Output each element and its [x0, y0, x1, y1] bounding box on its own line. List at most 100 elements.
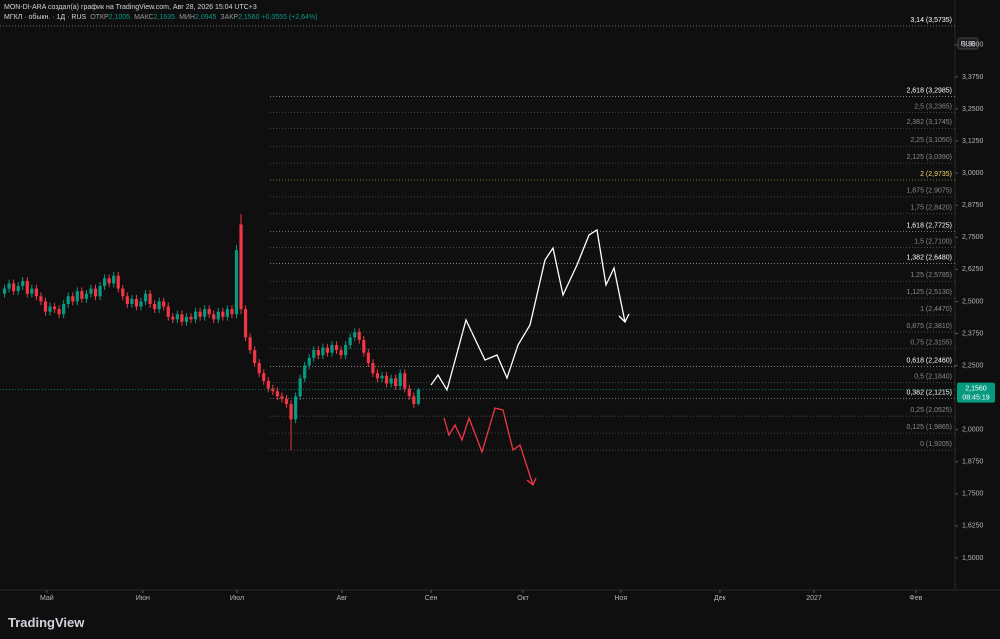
candle-body: [98, 286, 102, 297]
candle-body: [153, 303, 157, 310]
credit: MON-DI-ARA создал(а) график на TradingVi…: [4, 4, 257, 11]
y-tick-label: 2,7500: [962, 234, 984, 241]
y-tick-label: 2,5000: [962, 298, 984, 305]
candle-body: [225, 309, 229, 317]
change: +0,0555 (+2,64%): [261, 14, 318, 21]
candle-body: [7, 283, 11, 289]
fib-label: 0,5 (2,1840): [914, 373, 952, 380]
candle-body: [52, 306, 57, 310]
fib-label: 0,25 (2,0525): [910, 407, 952, 414]
x-tick-label: Фев: [909, 595, 922, 602]
candle-body: [339, 350, 343, 356]
candle-body: [407, 388, 411, 397]
candle-body: [43, 301, 48, 312]
candle-body: [380, 375, 384, 379]
field-label: МИН: [179, 14, 195, 21]
y-tick-label: 2,8750: [962, 202, 984, 209]
y-tick-label: 1,7500: [962, 491, 984, 498]
y-tick-label: 1,6250: [962, 523, 984, 530]
candle-body: [353, 332, 357, 338]
candle-body: [325, 347, 330, 353]
candle-body: [330, 345, 334, 353]
chart: RUB 3,5000 3,3750 3,2500 3,1250 3,0000 2,8750…: [0, 0, 1000, 602]
x-tick-label: Май: [40, 594, 54, 602]
currency-box[interactable]: [957, 37, 979, 50]
currency: RUB: [961, 41, 976, 48]
y-tick-label: 1,8750: [962, 459, 984, 466]
candle-body: [207, 309, 211, 315]
candle-body: [257, 362, 261, 374]
candle-body: [298, 378, 302, 397]
field-value: 2,1560: [238, 14, 260, 21]
y-tick-label: 2,2500: [962, 362, 984, 369]
candle-body: [134, 298, 139, 307]
candle-body: [212, 314, 216, 320]
candle-body: [89, 288, 93, 294]
candle-body: [216, 311, 220, 320]
candle-body: [198, 311, 202, 317]
candle-body: [280, 396, 284, 399]
fib-label: 3,14 (3,5735): [910, 17, 952, 24]
x-tick-label: Окт: [517, 595, 530, 602]
x-tick-label: Июн: [136, 595, 150, 602]
field-value: 2,1005: [108, 14, 131, 21]
candle-body: [293, 396, 298, 420]
field-value: 2,0945: [194, 14, 217, 21]
candle-body: [166, 306, 170, 317]
candle-body: [30, 288, 34, 294]
fib-label: 1 (2,4470): [920, 306, 952, 313]
fib-label: 1,25 (2,5785): [910, 272, 952, 279]
y-tick-label: 3,2500: [962, 106, 984, 113]
fib-label: 1,382 (2,6480): [906, 254, 952, 261]
candle-body: [143, 293, 148, 302]
symbol[interactable]: МГКЛ · обыкн. · 1Д · RUS: [4, 14, 87, 21]
candle-body: [334, 345, 339, 351]
candle-body: [162, 301, 166, 307]
candle-body: [34, 288, 38, 297]
candle-body: [71, 296, 75, 302]
fib-label: 1,125 (2,5130): [906, 289, 952, 296]
candle-body: [348, 337, 352, 346]
candle-body: [221, 311, 225, 317]
fib-label: 0,75 (2,3155): [910, 340, 952, 347]
fib-label: 2,618 (3,2985): [906, 87, 952, 94]
countdown: 08:45:19: [962, 395, 989, 402]
candle-body: [284, 398, 289, 405]
x-tick-label: Дек: [714, 595, 727, 602]
fib-label: 0 (1,9205): [920, 441, 952, 448]
candle-body: [75, 291, 79, 302]
candle-body: [239, 224, 243, 310]
candle-body: [130, 298, 134, 304]
symbol-line: МГКЛ · обыкн. · 1Д · RUS ОТКР2,1005 МАКС2,…: [4, 13, 317, 23]
candle-body: [412, 396, 416, 405]
last-price-label: 2,1560: [965, 386, 987, 393]
field-label: ОТКР: [90, 14, 109, 21]
x-tick-label: Ноя: [614, 595, 627, 602]
candle-body: [84, 293, 89, 299]
candle-body: [366, 352, 370, 363]
candle-body: [112, 275, 116, 284]
candle-body: [180, 314, 184, 322]
candle-body: [375, 373, 380, 379]
candle-body: [271, 388, 275, 392]
fib-label: 0,875 (2,3810): [906, 323, 952, 330]
candle-body: [184, 316, 189, 322]
candle-body: [125, 296, 129, 304]
candle-body: [116, 275, 120, 289]
candle-body: [398, 373, 402, 387]
candle-body: [102, 278, 107, 287]
field-value: 2,1635: [153, 14, 176, 21]
field-label: ЗАКР: [220, 14, 239, 21]
candle-body: [389, 378, 393, 384]
projection-down: [443, 407, 534, 486]
arrow-head: [526, 477, 537, 487]
candle-body: [66, 296, 70, 304]
candle-body: [2, 288, 7, 294]
candle-body: [16, 286, 20, 292]
x-tick-label: Авг: [337, 595, 348, 602]
logo[interactable]: TradingView: [8, 615, 85, 630]
candle-body: [171, 316, 175, 320]
candle-body: [344, 345, 348, 356]
candle-body: [321, 347, 325, 356]
